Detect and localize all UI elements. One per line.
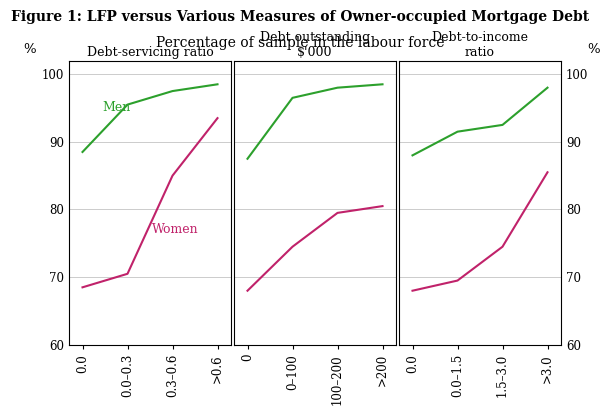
Text: Percentage of sample in the labour force: Percentage of sample in the labour force [156,36,444,49]
Text: Figure 1: LFP versus Various Measures of Owner-occupied Mortgage Debt: Figure 1: LFP versus Various Measures of… [11,10,589,24]
Text: Women: Women [152,223,199,236]
Text: Men: Men [103,102,131,115]
Title: Debt-to-income
ratio: Debt-to-income ratio [431,31,529,59]
Title: Debt outstanding
$'000: Debt outstanding $'000 [260,31,370,59]
Text: %: % [23,43,37,56]
Text: %: % [587,43,600,56]
Title: Debt-servicing ratio: Debt-servicing ratio [86,46,214,59]
